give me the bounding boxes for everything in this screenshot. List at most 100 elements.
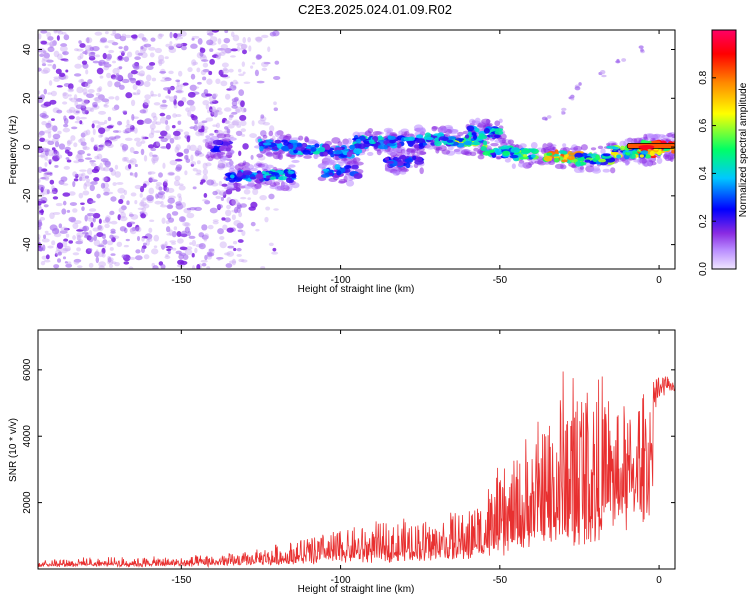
band-halo	[338, 180, 346, 184]
noise-blob	[43, 130, 52, 134]
noise-blob	[98, 261, 106, 268]
noise-blob	[148, 151, 153, 157]
noise-blob	[108, 211, 114, 216]
noise-blob	[78, 138, 83, 143]
noise-blob	[123, 56, 130, 62]
noise-blob	[184, 154, 189, 160]
noise-blob	[255, 36, 263, 43]
noise-blob	[100, 158, 109, 163]
noise-blob	[60, 176, 68, 182]
noise-blob	[184, 249, 193, 256]
noise-blob	[109, 210, 115, 216]
noise-blob	[63, 34, 70, 41]
noise-blob	[204, 254, 208, 261]
noise-blob	[75, 110, 80, 114]
noise-blob	[218, 69, 224, 76]
noise-blob	[103, 187, 111, 193]
noise-blob	[106, 221, 112, 224]
harmonic-blob	[574, 86, 581, 91]
band-core	[349, 144, 356, 150]
noise-blob	[42, 50, 47, 54]
noise-blob	[92, 120, 100, 124]
noise-blob	[107, 240, 114, 246]
noise-blob	[52, 154, 60, 162]
noise-blob	[110, 74, 117, 80]
band-halo	[546, 142, 553, 148]
noise-blob	[202, 162, 208, 170]
noise-blob	[95, 92, 101, 96]
noise-blob	[142, 203, 150, 209]
noise-blob	[175, 166, 182, 172]
noise-blob	[104, 139, 112, 147]
noise-blob	[173, 32, 178, 39]
noise-blob	[76, 229, 84, 232]
noise-blob	[176, 42, 184, 47]
noise-blob	[50, 90, 57, 97]
noise-blob	[235, 130, 243, 137]
noise-blob	[257, 119, 266, 125]
noise-blob	[41, 63, 47, 67]
band-halo	[597, 145, 604, 150]
noise-blob	[38, 183, 42, 190]
band-core	[463, 141, 473, 146]
noise-blob	[206, 251, 213, 258]
noise-blob	[38, 149, 42, 154]
noise-blob	[104, 120, 108, 124]
noise-blob	[132, 84, 138, 90]
noise-blob	[235, 108, 241, 113]
noise-blob	[131, 227, 137, 232]
band-halo	[602, 168, 611, 173]
noise-blob	[77, 234, 82, 242]
band-core	[262, 142, 272, 146]
noise-blob	[92, 217, 96, 223]
noise-blob	[184, 222, 191, 227]
noise-blob	[119, 215, 128, 222]
noise-blob	[235, 81, 239, 85]
noise-blob	[80, 132, 86, 138]
band-halo	[265, 152, 274, 157]
noise-blob	[169, 41, 173, 45]
band-core	[574, 152, 584, 158]
noise-blob	[64, 245, 71, 252]
noise-blob	[164, 241, 168, 248]
noise-blob	[195, 148, 200, 154]
noise-blob	[201, 234, 209, 240]
noise-blob	[49, 191, 57, 194]
noise-blob	[212, 111, 218, 118]
noise-blob	[84, 175, 90, 179]
noise-blob	[52, 40, 57, 46]
y-tick-label: -20	[22, 188, 33, 203]
band-halo	[337, 141, 343, 147]
noise-blob	[94, 96, 102, 103]
noise-blob	[38, 154, 45, 158]
band-core	[546, 152, 553, 156]
noise-blob	[197, 81, 202, 85]
spectrogram-x-label: Height of straight line (km)	[298, 284, 415, 295]
noise-blob	[232, 79, 238, 85]
noise-blob	[86, 212, 95, 217]
noise-blob	[40, 147, 48, 151]
noise-blob	[74, 220, 82, 225]
noise-blob	[220, 80, 228, 87]
band-halo	[268, 178, 276, 185]
band-core	[529, 148, 537, 153]
noise-blob	[165, 220, 171, 225]
noise-blob	[44, 176, 49, 181]
noise-blob	[211, 100, 219, 104]
band-halo	[494, 120, 501, 127]
noise-blob	[74, 120, 81, 124]
band-halo	[511, 163, 516, 169]
noise-blob	[94, 143, 99, 148]
noise-blob	[169, 240, 177, 243]
band-core	[400, 154, 406, 160]
spectrogram-x-ticks: -150 -100 -50 0	[171, 30, 662, 286]
noise-blob	[242, 71, 246, 75]
noise-blob	[157, 93, 161, 98]
noise-blob	[191, 239, 197, 247]
noise-blob	[108, 96, 115, 100]
noise-blob	[248, 45, 252, 52]
noise-blob	[98, 218, 102, 224]
noise-blob	[238, 211, 243, 218]
noise-blob	[239, 47, 245, 51]
noise-blob	[182, 82, 189, 86]
